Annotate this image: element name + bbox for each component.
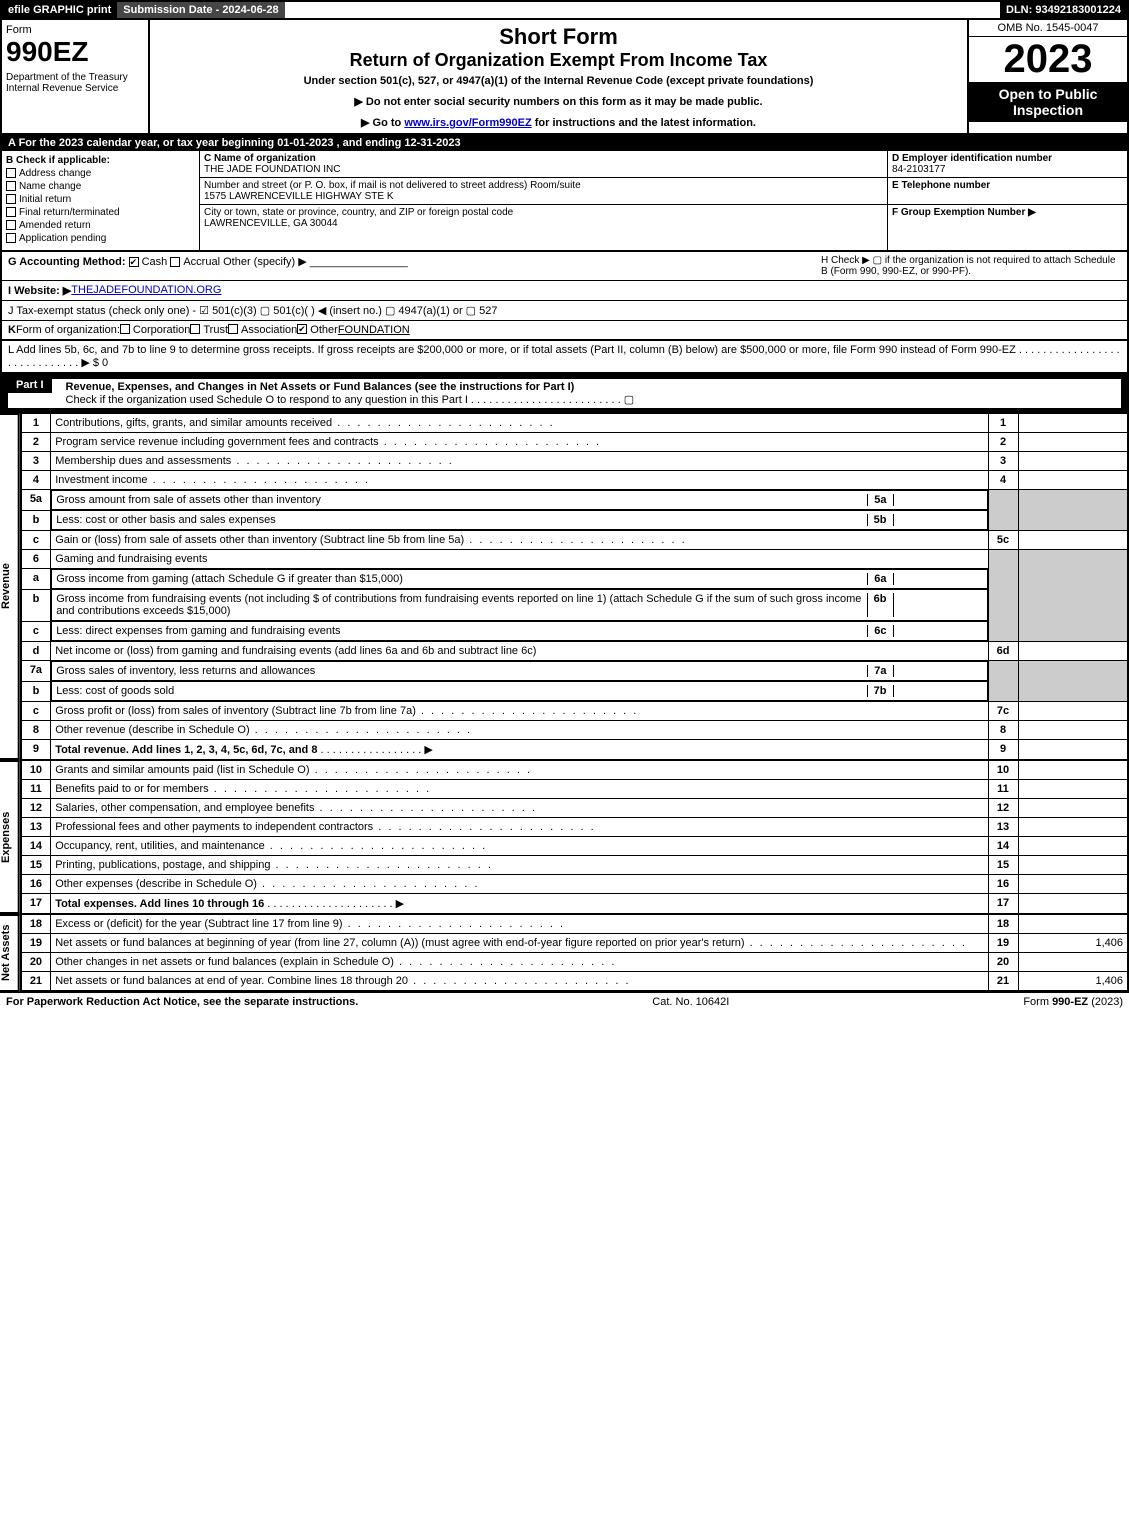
c-name: C Name of organizationTHE JADE FOUNDATIO… [200, 151, 887, 178]
expenses-section: Expenses 10Grants and similar amounts pa… [0, 760, 1129, 914]
footer-right: Form 990-EZ (2023) [1023, 996, 1123, 1008]
expenses-table: 10Grants and similar amounts paid (list … [20, 760, 1129, 914]
tax-year: 2023 [969, 37, 1127, 82]
line-g-h: G Accounting Method: Cash Accrual Other … [0, 252, 1129, 281]
form-label: Form [6, 24, 144, 36]
page-footer: For Paperwork Reduction Act Notice, see … [0, 992, 1129, 1011]
footer-left: For Paperwork Reduction Act Notice, see … [6, 996, 358, 1008]
line-l: L Add lines 5b, 6c, and 7b to line 9 to … [0, 341, 1129, 374]
note-link: ▶ Go to www.irs.gov/Form990EZ for instru… [154, 116, 963, 129]
opt-address[interactable]: Address change [6, 168, 195, 179]
c-city: City or town, state or province, country… [200, 205, 887, 231]
line-a: A For the 2023 calendar year, or tax yea… [0, 135, 1129, 151]
top-bar: efile GRAPHIC print Submission Date - 20… [0, 0, 1129, 20]
footer-mid: Cat. No. 10642I [652, 996, 729, 1008]
form-number: 990EZ [6, 36, 144, 68]
part1-header: Part I Revenue, Expenses, and Changes in… [0, 374, 1129, 413]
section-b: B Check if applicable: Address change Na… [0, 151, 1129, 252]
netassets-vlabel: Net Assets [0, 914, 20, 992]
irs-link[interactable]: www.irs.gov/Form990EZ [404, 117, 531, 129]
line-j: J Tax-exempt status (check only one) - ☑… [0, 301, 1129, 321]
revenue-table: 1Contributions, gifts, grants, and simil… [20, 413, 1129, 760]
line-k: K Form of organization: Corporation Trus… [0, 321, 1129, 341]
subtitle: Under section 501(c), 527, or 4947(a)(1)… [154, 75, 963, 87]
dln-label: DLN: 93492183001224 [1000, 2, 1127, 18]
revenue-vlabel: Revenue [0, 413, 20, 760]
val-19: 1,406 [1018, 934, 1128, 953]
efile-label[interactable]: efile GRAPHIC print [2, 2, 117, 18]
website-link[interactable]: THEJADEFOUNDATION.ORG [71, 284, 221, 297]
opt-initial[interactable]: Initial return [6, 194, 195, 205]
line-h: H Check ▶ ▢ if the organization is not r… [821, 255, 1121, 277]
opt-name[interactable]: Name change [6, 181, 195, 192]
note-ssn: ▶ Do not enter social security numbers o… [154, 95, 963, 108]
revenue-section: Revenue 1Contributions, gifts, grants, a… [0, 413, 1129, 760]
f-group: F Group Exemption Number ▶ [888, 205, 1127, 220]
open-inspection: Open to Public Inspection [969, 82, 1127, 122]
dept-label: Department of the Treasury Internal Reve… [6, 72, 144, 94]
netassets-table: 18Excess or (deficit) for the year (Subt… [20, 914, 1129, 992]
d-ein: D Employer identification number84-21031… [888, 151, 1127, 178]
opt-amended[interactable]: Amended return [6, 220, 195, 231]
line-i: I Website: ▶ THEJADEFOUNDATION.ORG [0, 281, 1129, 301]
title-short-form: Short Form [154, 24, 963, 50]
form-header: Form 990EZ Department of the Treasury In… [0, 20, 1129, 135]
c-address: Number and street (or P. O. box, if mail… [200, 178, 887, 205]
netassets-section: Net Assets 18Excess or (deficit) for the… [0, 914, 1129, 992]
expenses-vlabel: Expenses [0, 760, 20, 914]
b-label: B Check if applicable: [6, 155, 110, 166]
val-21: 1,406 [1018, 972, 1128, 992]
e-phone: E Telephone number [888, 178, 1127, 205]
title-return: Return of Organization Exempt From Incom… [154, 50, 963, 71]
opt-pending[interactable]: Application pending [6, 233, 195, 244]
submission-date: Submission Date - 2024-06-28 [117, 2, 284, 18]
omb-number: OMB No. 1545-0047 [969, 20, 1127, 37]
opt-final[interactable]: Final return/terminated [6, 207, 195, 218]
